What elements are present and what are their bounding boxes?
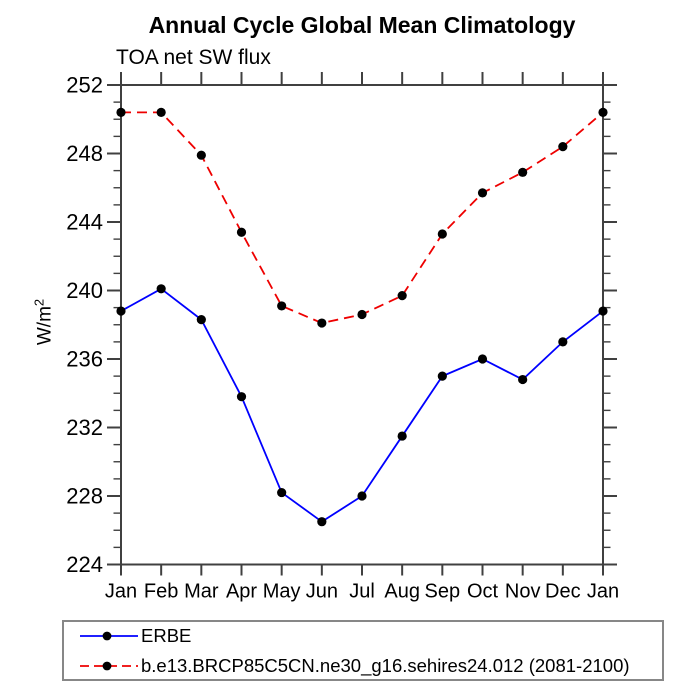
y-tick-label: 224 xyxy=(66,552,103,577)
y-tick-label: 244 xyxy=(66,210,103,235)
legend-label-model: b.e13.BRCP85C5CN.ne30_g16.sehires24.012 … xyxy=(141,654,630,676)
y-tick-label: 240 xyxy=(66,278,103,303)
x-tick-label: May xyxy=(263,581,301,603)
series-1-data-point xyxy=(196,150,206,160)
chart-subtitle: TOA net SW flux xyxy=(116,46,271,69)
y-tick-label: 228 xyxy=(66,484,103,509)
legend-row-model: b.e13.BRCP85C5CN.ne30_g16.sehires24.012 … xyxy=(78,653,662,679)
series-1-line xyxy=(121,111,604,324)
series-0-data-point xyxy=(598,306,608,316)
y-tick-label: 236 xyxy=(66,347,103,372)
series-1-data-point xyxy=(156,107,166,117)
series-1-data-point xyxy=(236,227,247,237)
y-tick-label: 252 xyxy=(66,73,103,98)
x-tick-label: Aug xyxy=(384,581,420,603)
y-tick-label: 248 xyxy=(66,141,103,166)
chart-title: Annual Cycle Global Mean Climatology xyxy=(148,12,576,38)
series-0-data-point xyxy=(277,487,287,498)
x-tick-label: Jul xyxy=(349,581,375,603)
series-1-data-point xyxy=(598,107,608,117)
y-tick-label: 232 xyxy=(66,415,103,440)
legend-marker-dot xyxy=(102,661,112,670)
legend-box: ERBE b.e13.BRCP85C5CN.ne30_g16.sehires24… xyxy=(62,620,664,681)
x-tick-label: Jun xyxy=(306,581,338,603)
series-0-data-point xyxy=(558,337,568,347)
x-tick-label: Oct xyxy=(467,581,499,603)
series-0-data-point xyxy=(477,354,488,364)
series-0-data-point xyxy=(156,284,166,294)
series-0-data-point xyxy=(518,374,528,385)
x-tick-label: Feb xyxy=(144,581,178,603)
x-tick-label: Dec xyxy=(545,581,581,603)
series-0-data-point xyxy=(357,491,367,501)
series-0-data-point xyxy=(196,315,206,325)
series-0-data-point xyxy=(397,431,407,441)
legend-label-erbe: ERBE xyxy=(141,624,192,646)
series-0-data-point xyxy=(437,371,447,381)
series-1-data-point xyxy=(558,142,568,152)
x-tick-label: Jan xyxy=(587,581,619,603)
series-1-data-point xyxy=(277,301,287,311)
series-1-data-point xyxy=(437,229,447,239)
series-0-data-point xyxy=(116,306,126,316)
series-0-line xyxy=(120,287,604,523)
series-1-data-point xyxy=(518,167,528,177)
series-1-data-point xyxy=(357,309,367,320)
legend-row-erbe: ERBE xyxy=(78,623,662,649)
x-tick-label: Jan xyxy=(105,581,137,603)
series-1-data-point xyxy=(116,107,126,117)
series-0-data-point xyxy=(317,517,327,527)
series-1-data-point xyxy=(397,291,407,301)
series-0-data-point xyxy=(236,392,247,402)
series-1-data-point xyxy=(477,188,488,198)
x-tick-label: Nov xyxy=(505,581,541,603)
x-tick-label: Mar xyxy=(184,581,219,603)
legend-sample-erbe xyxy=(80,631,138,640)
x-tick-label: Apr xyxy=(226,581,257,603)
series-1-data-point xyxy=(317,318,327,328)
legend-sample-model xyxy=(80,661,138,670)
x-tick-label: Sep xyxy=(425,581,461,603)
legend-marker-dot xyxy=(102,631,112,640)
